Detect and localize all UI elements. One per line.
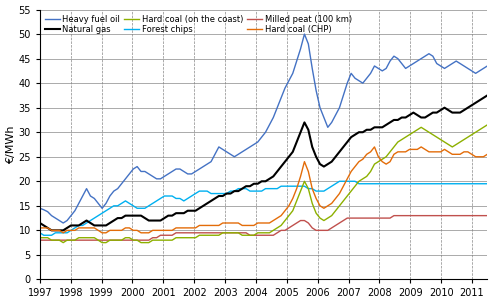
Heavy fuel oil (411, 62, 417, 65)
Forest chips (337, 179, 343, 183)
Forest chips (138, 206, 144, 210)
Milled peat (100 km) (391, 214, 397, 217)
Line: Heavy fuel oil: Heavy fuel oil (40, 34, 493, 223)
Hard coal (CHP) (60, 231, 66, 235)
Heavy fuel oil (138, 170, 144, 173)
Heavy fuel oil (298, 47, 304, 51)
Natural gas (49, 229, 55, 232)
Forest chips (364, 182, 370, 185)
Milled peat (100 km) (356, 216, 362, 220)
Hard coal (CHP) (372, 145, 378, 149)
Hard coal (on the coast) (165, 238, 171, 242)
Natural gas (37, 221, 43, 225)
Milled peat (100 km) (407, 214, 413, 217)
Hard coal (on the coast) (360, 177, 366, 181)
Milled peat (100 km) (37, 238, 43, 242)
Natural gas (165, 214, 171, 217)
Milled peat (100 km) (161, 233, 167, 237)
Hard coal (on the coast) (492, 128, 493, 132)
Line: Hard coal (on the coast): Hard coal (on the coast) (40, 125, 493, 243)
Hard coal (on the coast) (484, 123, 490, 127)
Line: Natural gas: Natural gas (40, 86, 493, 230)
Natural gas (138, 214, 144, 217)
Hard coal (CHP) (298, 174, 304, 178)
Hard coal (CHP) (138, 231, 144, 235)
Heavy fuel oil (302, 32, 308, 36)
Forest chips (411, 182, 417, 185)
Natural gas (360, 130, 366, 134)
Hard coal (on the coast) (37, 236, 43, 240)
Forest chips (492, 179, 493, 183)
Hard coal (on the coast) (298, 189, 304, 193)
Milled peat (100 km) (294, 221, 300, 225)
Forest chips (165, 194, 171, 198)
Hard coal (on the coast) (60, 241, 66, 244)
Line: Hard coal (CHP): Hard coal (CHP) (40, 147, 493, 233)
Forest chips (41, 233, 47, 237)
Natural gas (488, 91, 493, 95)
Heavy fuel oil (492, 59, 493, 63)
Forest chips (298, 184, 304, 188)
Legend: Heavy fuel oil, Natural gas, Hard coal (on the coast), Forest chips, Milled peat: Heavy fuel oil, Natural gas, Hard coal (… (44, 14, 353, 35)
Milled peat (100 km) (488, 214, 493, 217)
Heavy fuel oil (37, 206, 43, 210)
Hard coal (CHP) (165, 229, 171, 232)
Line: Milled peat (100 km): Milled peat (100 km) (40, 216, 493, 240)
Heavy fuel oil (364, 76, 370, 80)
Heavy fuel oil (165, 172, 171, 176)
Hard coal (CHP) (411, 147, 417, 151)
Natural gas (407, 113, 413, 117)
Hard coal (CHP) (37, 226, 43, 230)
Hard coal (on the coast) (407, 133, 413, 136)
Heavy fuel oil (60, 221, 66, 225)
Y-axis label: €/MWh: €/MWh (5, 125, 16, 164)
Forest chips (37, 231, 43, 235)
Line: Forest chips: Forest chips (40, 181, 493, 235)
Hard coal (on the coast) (138, 241, 144, 244)
Hard coal (CHP) (492, 155, 493, 159)
Milled peat (100 km) (134, 238, 140, 242)
Natural gas (298, 130, 304, 134)
Hard coal (CHP) (360, 157, 366, 161)
